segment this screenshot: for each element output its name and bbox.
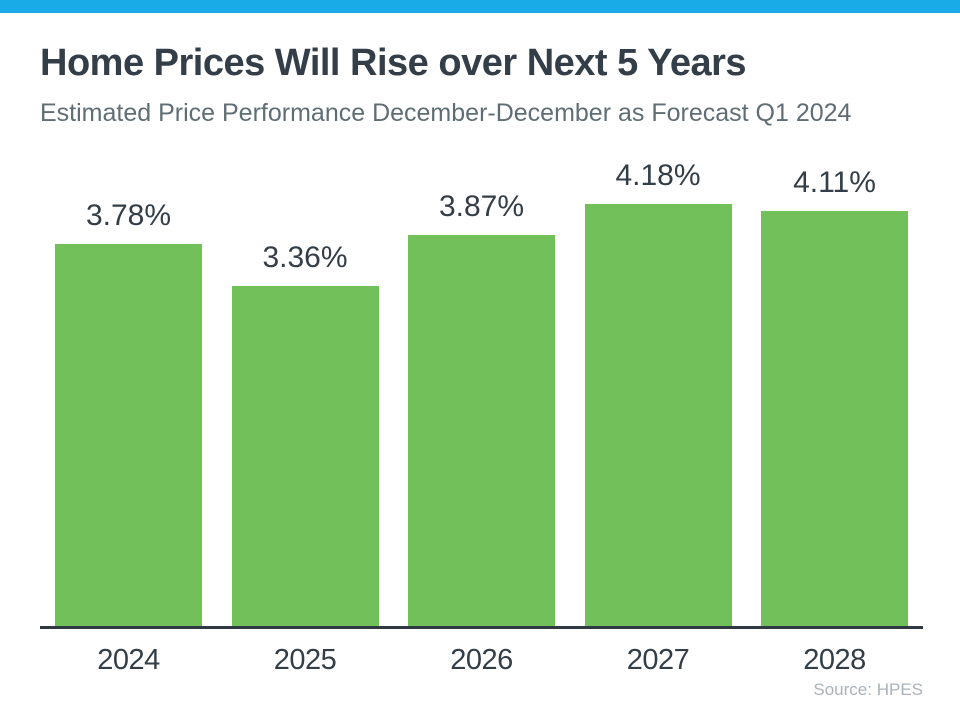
bar-2024 [55,243,202,626]
bar-2027 [584,203,732,626]
page-subtitle: Estimated Price Performance December-Dec… [40,99,852,127]
accent-top-bar [0,0,960,13]
page-title: Home Prices Will Rise over Next 5 Years [40,42,747,84]
bar-value-label-2025: 3.36% [262,241,348,275]
x-tick-label-2027: 2027 [626,644,690,676]
bar-value-label-2024: 3.78% [85,198,172,232]
x-tick-label-2025: 2025 [273,644,337,676]
bar-value-label-2026: 3.87% [438,189,525,223]
x-tick-label-2028: 2028 [803,644,866,676]
bar-value-label-2028: 4.11% [793,165,876,199]
bar-value-label-2027: 4.18% [615,158,701,192]
x-tick-label-2026: 2026 [450,644,513,676]
bar-2026 [408,234,555,626]
source-credit: Source: HPES [813,680,923,699]
bar-2028 [761,210,908,626]
x-tick-label-2024: 2024 [97,644,160,676]
bar-chart: 3.78% 2024 3.36% 2025 3.87% 2026 4.18% 2027 4.11… [40,158,923,676]
bar-2025 [231,286,379,626]
